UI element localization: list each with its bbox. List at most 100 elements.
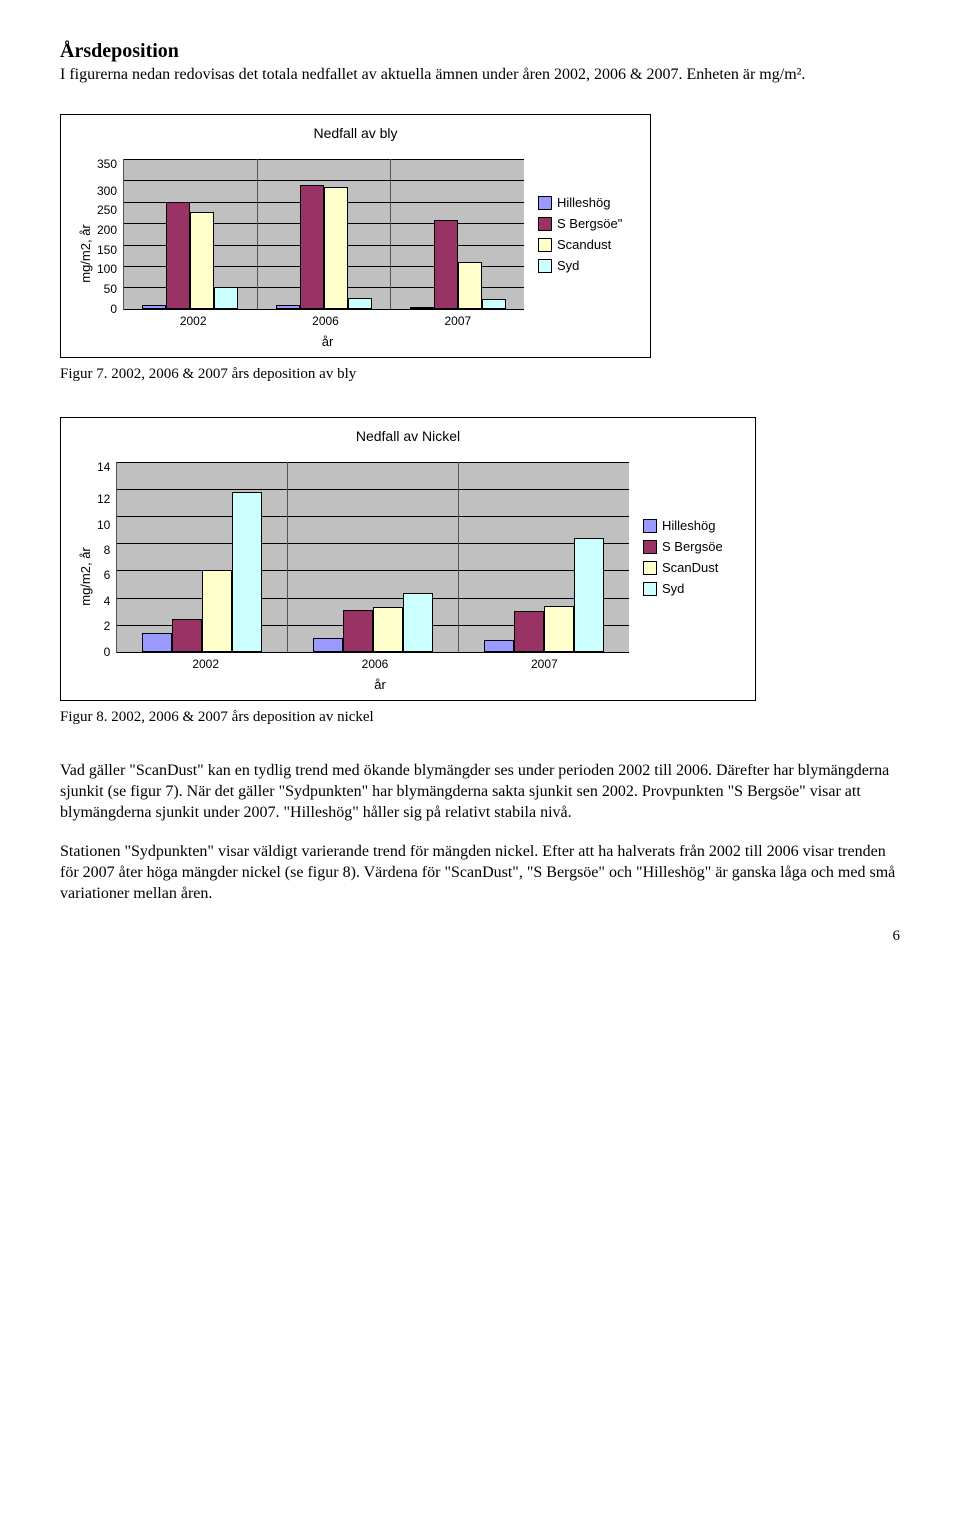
bar-group (124, 159, 258, 309)
legend-swatch (643, 540, 657, 554)
chart-bly-ylabel: mg/m2, år (73, 159, 97, 349)
ytick-label: 50 (104, 283, 117, 295)
ytick-label: 0 (110, 303, 117, 315)
xtick-label: 2007 (460, 653, 629, 671)
bar-group (117, 462, 288, 652)
ytick-label: 14 (97, 461, 110, 473)
ytick-label: 250 (97, 204, 117, 216)
legend-swatch (538, 196, 552, 210)
ytick-label: 4 (104, 595, 111, 607)
ytick-label: 350 (97, 158, 117, 170)
legend-swatch (643, 582, 657, 596)
chart-nickel-ylabel: mg/m2, år (73, 462, 97, 692)
chart-bly-xlabel: år (97, 328, 558, 349)
legend-label: S Bergsöe (662, 539, 723, 554)
legend-label: ScanDust (662, 560, 718, 575)
paragraph-1: Vad gäller "ScanDust" kan en tydlig tren… (60, 760, 900, 823)
ytick-label: 100 (97, 263, 117, 275)
bar (373, 607, 403, 652)
chart-bly-xaxis: 200220062007 (127, 310, 524, 328)
ytick-label: 6 (104, 569, 111, 581)
gridline (117, 652, 629, 653)
ytick-label: 8 (104, 544, 111, 556)
chart-nickel-plot (116, 462, 629, 653)
bar-group (459, 462, 629, 652)
legend-swatch (643, 519, 657, 533)
bar (232, 492, 262, 652)
bar (324, 187, 348, 309)
legend-swatch (538, 259, 552, 273)
xtick-label: 2006 (290, 653, 459, 671)
ytick-label: 2 (104, 620, 111, 632)
chart-bly-plot (123, 159, 524, 310)
bar (276, 305, 300, 308)
chart-nickel-title: Nedfall av Nickel (73, 428, 743, 444)
chart-nickel-xaxis: 200220062007 (121, 653, 629, 671)
xtick-label: 2007 (392, 310, 524, 328)
figure7-caption: Figur 7. 2002, 2006 & 2007 års depositio… (60, 366, 900, 383)
bar (574, 538, 604, 652)
chart-nickel-legend: Hilleshög S Bergsöe ScanDust Syd (629, 462, 743, 653)
bar (202, 570, 232, 651)
legend-swatch (538, 238, 552, 252)
bar (214, 287, 238, 308)
xtick-label: 2002 (121, 653, 290, 671)
ytick-label: 12 (97, 493, 110, 505)
legend-swatch (538, 217, 552, 231)
bar (190, 212, 214, 308)
bar (172, 619, 202, 652)
bar (484, 640, 514, 652)
chart-bly: Nedfall av bly mg/m2, år 350300250200150… (60, 114, 651, 358)
bar (300, 185, 324, 309)
legend-label: Syd (662, 581, 684, 596)
bar (544, 606, 574, 652)
legend-swatch (643, 561, 657, 575)
ytick-label: 0 (104, 646, 111, 658)
paragraph-2: Stationen "Sydpunkten" visar väldigt var… (60, 841, 900, 904)
bar (410, 307, 434, 309)
chart-bly-legend: Hilleshög S Bergsöe" Scandust Syd (524, 159, 638, 310)
bar (458, 262, 482, 309)
bar (343, 610, 373, 652)
bar-group (288, 462, 459, 652)
legend-label: S Bergsöe" (557, 216, 622, 231)
legend-item: Syd (538, 258, 638, 273)
chart-nickel-xlabel: år (97, 671, 663, 692)
bar (142, 633, 172, 652)
bar (403, 593, 433, 651)
legend-item: S Bergsöe (643, 539, 743, 554)
xtick-label: 2002 (127, 310, 259, 328)
chart-nickel: Nedfall av Nickel mg/m2, år 14121086420 … (60, 417, 756, 701)
bar-group (391, 159, 524, 309)
legend-label: Scandust (557, 237, 611, 252)
bar (166, 202, 190, 309)
bar (142, 305, 166, 309)
chart-bly-yaxis: 350300250200150100500 (97, 159, 123, 309)
figure8-caption: Figur 8. 2002, 2006 & 2007 års depositio… (60, 709, 900, 726)
bar (313, 638, 343, 652)
legend-item: Hilleshög (643, 518, 743, 533)
chart-bly-title: Nedfall av bly (73, 125, 638, 141)
bar (514, 611, 544, 652)
legend-item: Hilleshög (538, 195, 638, 210)
legend-label: Syd (557, 258, 579, 273)
page-heading: Årsdeposition (60, 40, 900, 63)
ytick-label: 300 (97, 185, 117, 197)
bar-group (258, 159, 392, 309)
gridline (124, 309, 524, 310)
legend-item: Scandust (538, 237, 638, 252)
bar (434, 220, 458, 309)
page-number: 6 (60, 928, 900, 945)
bar (348, 298, 372, 309)
legend-item: S Bergsöe" (538, 216, 638, 231)
ytick-label: 150 (97, 244, 117, 256)
legend-item: Syd (643, 581, 743, 596)
chart-nickel-yaxis: 14121086420 (97, 462, 116, 652)
legend-item: ScanDust (643, 560, 743, 575)
legend-label: Hilleshög (662, 518, 715, 533)
intro-text: I figurerna nedan redovisas det totala n… (60, 65, 900, 86)
xtick-label: 2006 (259, 310, 391, 328)
bar (482, 299, 506, 308)
legend-label: Hilleshög (557, 195, 610, 210)
ytick-label: 10 (97, 519, 110, 531)
